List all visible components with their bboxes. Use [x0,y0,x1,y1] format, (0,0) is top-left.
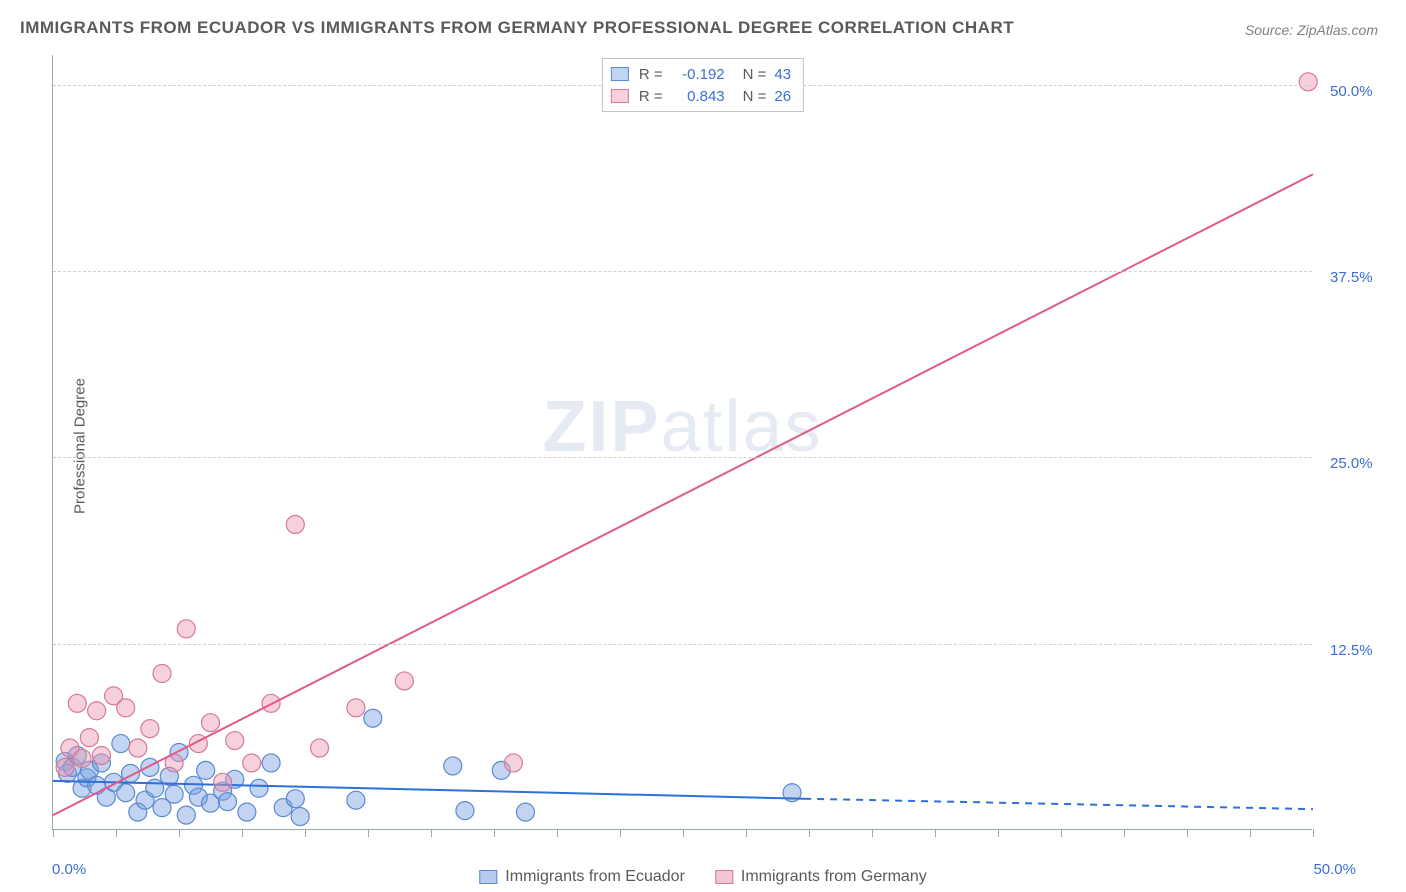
legend-swatch-ecuador [611,67,629,81]
x-tick [935,829,936,837]
legend-r-value-ecuador: -0.192 [667,66,725,83]
x-tick [620,829,621,837]
data-point [291,808,309,826]
x-tick [53,829,54,837]
x-tick [305,829,306,837]
x-tick [368,829,369,837]
data-point [141,720,159,738]
legend-r-label: R = [639,66,663,83]
data-point [165,785,183,803]
data-point [117,699,135,717]
x-tick [1061,829,1062,837]
data-point [129,739,147,757]
data-point [177,806,195,824]
data-point [68,694,86,712]
data-point [214,773,232,791]
data-point [80,729,98,747]
data-point [517,803,535,821]
legend-row-ecuador: R = -0.192 N = 43 [611,63,791,85]
x-tick [116,829,117,837]
data-point [92,746,110,764]
legend-item-germany: Immigrants from Germany [715,868,927,886]
data-point [218,793,236,811]
legend-label-ecuador: Immigrants from Ecuador [505,868,685,886]
x-tick [1250,829,1251,837]
data-point [286,790,304,808]
x-tick [179,829,180,837]
data-point [238,803,256,821]
data-point [112,735,130,753]
x-tick [1187,829,1188,837]
x-tick [872,829,873,837]
legend-n-value-ecuador: 43 [774,66,791,83]
x-tick [242,829,243,837]
x-tick [557,829,558,837]
gridline [53,271,1312,272]
data-point [141,758,159,776]
legend-swatch-germany-btm [715,870,733,884]
legend-n-value-germany: 26 [774,88,791,105]
data-point [347,791,365,809]
data-point [153,665,171,683]
x-tick [683,829,684,837]
data-point [226,732,244,750]
legend-item-ecuador: Immigrants from Ecuador [479,868,685,886]
data-point [197,761,215,779]
x-tick-left: 0.0% [52,861,86,878]
x-tick [1313,829,1314,837]
legend-row-germany: R = 0.843 N = 26 [611,85,791,107]
data-point [243,754,261,772]
plot-area: ZIPatlas [52,55,1312,830]
correlation-legend: R = -0.192 N = 43 R = 0.843 N = 26 [602,58,804,112]
y-tick-label: 25.0% [1330,455,1373,472]
gridline [53,457,1312,458]
data-point [1299,73,1317,91]
legend-n-label: N = [743,88,767,105]
y-tick-label: 37.5% [1330,269,1373,286]
x-tick [809,829,810,837]
data-point [456,802,474,820]
x-tick-right: 50.0% [1313,861,1356,878]
data-point [117,784,135,802]
data-point [286,515,304,533]
data-point [177,620,195,638]
data-point [444,757,462,775]
data-point [146,779,164,797]
legend-n-label: N = [743,66,767,83]
data-point [262,754,280,772]
x-tick [494,829,495,837]
data-point [73,749,91,767]
legend-swatch-germany [611,89,629,103]
data-point [311,739,329,757]
x-tick [746,829,747,837]
data-point [504,754,522,772]
legend-swatch-ecuador-btm [479,870,497,884]
data-point [56,758,74,776]
source-attribution: Source: ZipAtlas.com [1245,22,1378,38]
data-point [88,702,106,720]
x-tick [998,829,999,837]
series-legend: Immigrants from Ecuador Immigrants from … [479,868,926,886]
chart-svg [53,55,1312,829]
x-tick [431,829,432,837]
x-tick [1124,829,1125,837]
data-point [364,709,382,727]
y-tick-label: 50.0% [1330,83,1373,100]
legend-r-value-germany: 0.843 [667,88,725,105]
y-tick-label: 12.5% [1330,642,1373,659]
gridline [53,644,1312,645]
data-point [347,699,365,717]
chart-title: IMMIGRANTS FROM ECUADOR VS IMMIGRANTS FR… [20,18,1014,38]
regression-line-extrapolated [804,799,1313,809]
legend-r-label: R = [639,88,663,105]
data-point [250,779,268,797]
data-point [202,714,220,732]
data-point [395,672,413,690]
legend-label-germany: Immigrants from Germany [741,868,927,886]
